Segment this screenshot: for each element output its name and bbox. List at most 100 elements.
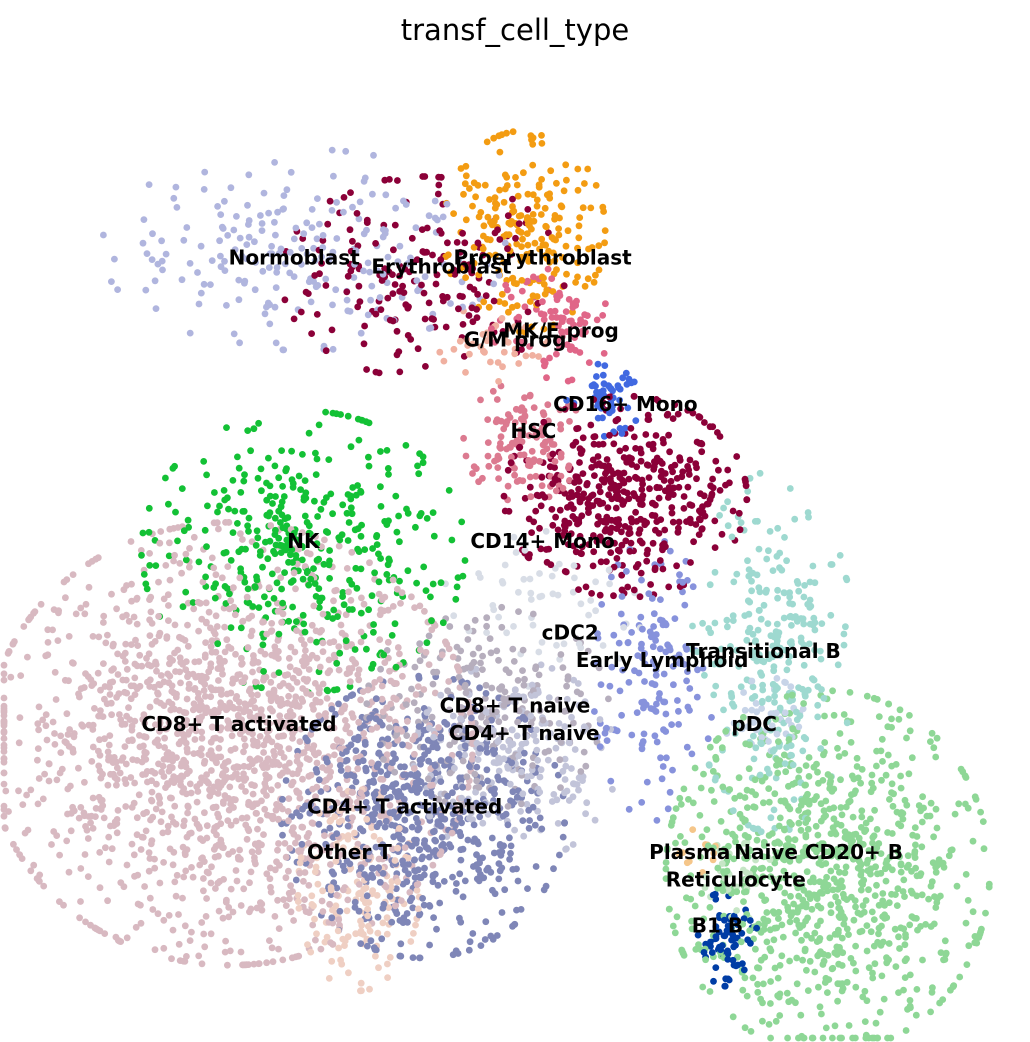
data-point	[693, 475, 700, 483]
data-point	[190, 533, 198, 541]
data-point	[670, 681, 677, 689]
data-point	[913, 833, 921, 840]
data-point	[458, 518, 466, 526]
data-point	[186, 329, 194, 337]
data-point	[438, 834, 446, 841]
data-point	[756, 469, 764, 477]
data-point	[332, 286, 340, 294]
data-point	[15, 739, 23, 747]
data-point	[317, 945, 325, 953]
data-point	[770, 936, 778, 944]
data-point	[476, 574, 484, 581]
data-point	[238, 814, 246, 822]
data-point	[727, 690, 735, 697]
data-point	[525, 824, 533, 832]
data-point	[569, 513, 577, 520]
data-point	[357, 329, 365, 337]
data-point	[717, 818, 725, 825]
data-point	[244, 427, 252, 434]
data-point	[708, 786, 715, 794]
data-point	[371, 679, 379, 686]
data-point	[786, 957, 793, 965]
data-point	[673, 913, 681, 921]
data-point	[44, 639, 52, 646]
data-point	[326, 547, 333, 554]
data-point	[392, 492, 400, 500]
data-point	[373, 533, 380, 541]
data-point	[902, 934, 909, 941]
data-point	[868, 771, 876, 779]
data-point	[240, 507, 248, 515]
data-point	[343, 748, 350, 755]
data-point	[181, 851, 189, 859]
data-point	[297, 308, 305, 316]
data-point	[838, 811, 846, 819]
data-point	[250, 425, 258, 433]
data-point	[912, 841, 919, 849]
data-point	[260, 618, 267, 626]
data-point	[95, 762, 103, 770]
data-point	[329, 301, 336, 309]
data-point	[369, 777, 377, 785]
data-point	[570, 719, 577, 727]
data-point	[203, 868, 211, 876]
data-point	[69, 748, 77, 756]
data-point	[323, 494, 330, 501]
data-point	[0, 748, 8, 755]
data-point	[563, 270, 570, 278]
data-point	[114, 671, 122, 678]
data-point	[369, 190, 376, 198]
data-point	[829, 886, 837, 894]
data-point	[430, 914, 437, 921]
data-point	[850, 831, 858, 838]
data-point	[251, 583, 259, 591]
data-point	[315, 421, 323, 429]
data-point	[475, 644, 483, 652]
data-point	[394, 878, 402, 886]
data-point	[500, 198, 508, 206]
data-point	[402, 442, 410, 449]
data-point	[834, 744, 841, 752]
data-point	[480, 222, 488, 230]
data-point	[151, 946, 159, 954]
data-point	[269, 958, 277, 966]
data-point	[677, 833, 684, 840]
data-point	[396, 650, 403, 658]
data-point	[197, 835, 204, 843]
data-point	[391, 221, 399, 229]
data-point	[194, 269, 201, 276]
data-point	[466, 350, 473, 358]
data-point	[240, 735, 248, 743]
data-point	[160, 773, 168, 780]
data-point	[405, 742, 413, 750]
data-point	[453, 583, 461, 591]
data-point	[971, 939, 979, 947]
data-point	[687, 872, 695, 880]
data-point	[441, 718, 448, 726]
data-point	[884, 751, 892, 759]
data-point	[847, 955, 855, 962]
data-point	[232, 675, 240, 683]
data-point	[729, 1013, 737, 1021]
data-point	[133, 596, 141, 603]
data-point	[347, 504, 355, 512]
data-point	[288, 781, 295, 789]
data-point	[664, 494, 672, 501]
data-point	[766, 528, 774, 535]
data-point	[410, 930, 417, 937]
data-point	[501, 561, 509, 569]
data-point	[449, 653, 457, 661]
data-point	[911, 824, 919, 831]
data-point	[72, 610, 80, 618]
data-point	[812, 822, 820, 830]
data-point	[700, 949, 708, 956]
data-point	[555, 225, 562, 233]
data-point	[197, 289, 205, 297]
data-point	[338, 960, 346, 968]
data-point	[817, 904, 825, 912]
data-point	[183, 224, 191, 231]
data-point	[533, 196, 541, 204]
data-point	[760, 915, 768, 923]
data-point	[100, 619, 107, 626]
